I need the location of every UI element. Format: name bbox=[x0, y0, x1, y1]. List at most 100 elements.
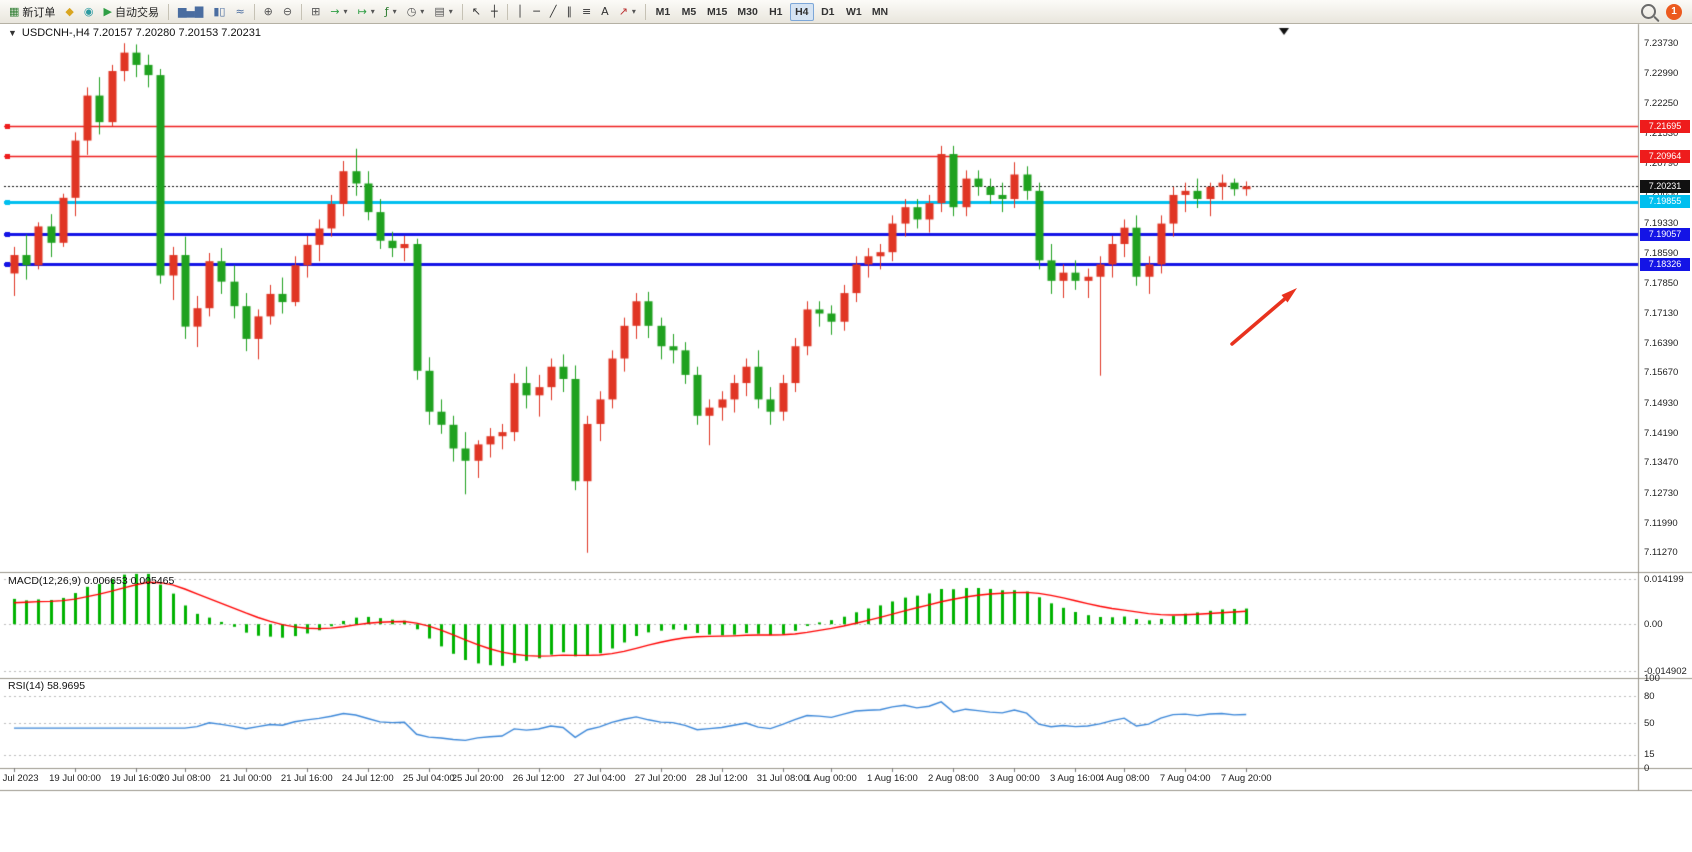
rsi-axis-label: 80 bbox=[1644, 690, 1655, 702]
zoom-out-icon: ⊖ bbox=[282, 5, 293, 18]
vertical-line-button[interactable]: │ bbox=[513, 2, 528, 22]
trendline-button[interactable]: ╱ bbox=[546, 2, 561, 22]
line-chart-button[interactable]: ≈ bbox=[231, 2, 248, 22]
rsi-axis-label: 0 bbox=[1644, 762, 1650, 774]
tile-windows-button[interactable]: ⊞ bbox=[307, 2, 324, 22]
time-axis-label: 24 Jul 12:00 bbox=[341, 773, 394, 784]
rsi-axis-label: 50 bbox=[1644, 717, 1655, 729]
text-icon: A bbox=[601, 5, 609, 18]
channel-icon: ∥ bbox=[566, 5, 572, 18]
autotrading-button[interactable]: ▶ 自动交易 bbox=[99, 2, 162, 22]
autotrading-icon: ▶ bbox=[103, 5, 112, 18]
text-button[interactable]: A bbox=[597, 2, 613, 22]
price-axis-label: 7.14930 bbox=[1644, 397, 1679, 409]
time-axis-label: 21 Jul 00:00 bbox=[219, 773, 272, 784]
zoom-in-button[interactable]: ⊕ bbox=[260, 2, 277, 22]
toolbar-separator bbox=[301, 3, 303, 20]
vertical-line-icon: │ bbox=[516, 5, 524, 18]
zoom-out-button[interactable]: ⊖ bbox=[279, 2, 296, 22]
price-axis-label: 7.12730 bbox=[1644, 487, 1679, 499]
fibonacci-button[interactable]: ≡ bbox=[578, 2, 595, 22]
toolbar-buttons: ▦ 新订单 ◆ ◉ ▶ 自动交易 ▆▄▇ ▮▯ ≈ ⊕ ⊖ ⊞ → ▾ ↦ ▾ ƒ ▾ ◷ ▾ ▤ ▾ ↖ ┼ │ ─ ╱ ∥ ≡ A ↗ ▾ bbox=[4, 2, 650, 22]
timeframe-d1[interactable]: D1 bbox=[816, 3, 840, 21]
chevron-down-icon: ▾ bbox=[448, 7, 453, 16]
bar-chart-icon: ▆▄▇ bbox=[177, 5, 204, 18]
horizontal-line-button[interactable]: ─ bbox=[529, 2, 544, 22]
auto-scroll-button[interactable]: → ▾ bbox=[326, 2, 351, 22]
templates-button[interactable]: ▤ ▾ bbox=[430, 2, 456, 22]
arrows-button[interactable]: ↗ ▾ bbox=[615, 2, 640, 22]
price-level-tag: 7.19855 bbox=[1640, 195, 1690, 209]
price-axis-label: 7.17850 bbox=[1644, 278, 1679, 290]
time-axis-label: 2 Aug 08:00 bbox=[928, 773, 979, 784]
timeframe-m1[interactable]: M1 bbox=[651, 3, 675, 21]
toolbar-separator bbox=[461, 3, 463, 20]
bar-chart-button[interactable]: ▆▄▇ bbox=[174, 2, 207, 22]
time-axis-label: 21 Jul 16:00 bbox=[280, 773, 333, 784]
templates-icon: ▤ bbox=[434, 5, 445, 18]
timeframe-m30[interactable]: M30 bbox=[733, 3, 761, 21]
trend-arrow[interactable] bbox=[1218, 278, 1310, 358]
toolbar-separator bbox=[506, 3, 508, 20]
toolbar-separator bbox=[253, 3, 255, 20]
price-axis-label: 7.21530 bbox=[1644, 127, 1679, 139]
market-icon: ◉ bbox=[83, 5, 94, 18]
arrows-icon: ↗ bbox=[618, 5, 628, 18]
horizontal-line-icon: ─ bbox=[533, 5, 540, 18]
time-axis-label: 28 Jul 12:00 bbox=[695, 773, 748, 784]
price-axis-label: 7.22250 bbox=[1644, 98, 1679, 110]
notification-badge[interactable]: 1 bbox=[1666, 3, 1682, 20]
market-button[interactable]: ◉ bbox=[80, 2, 98, 22]
rsi-label: RSI(14) 58.9695 bbox=[8, 680, 86, 692]
price-level-tag: 7.21695 bbox=[1640, 119, 1690, 133]
candlestick-chart-button[interactable]: ▮▯ bbox=[209, 2, 229, 22]
main-toolbar: ▦ 新订单 ◆ ◉ ▶ 自动交易 ▆▄▇ ▮▯ ≈ ⊕ ⊖ ⊞ → ▾ ↦ ▾ ƒ ▾ ◷ ▾ ▤ ▾ ↖ ┼ │ ─ ╱ ∥ ≡ A ↗ ▾… bbox=[0, 0, 1692, 24]
rsi-axis-label: 100 bbox=[1644, 672, 1660, 684]
timeframe-h4[interactable]: H4 bbox=[789, 2, 814, 21]
periods-button[interactable]: ◷ ▾ bbox=[403, 2, 429, 22]
chart-shift-button[interactable]: ↦ ▾ bbox=[354, 2, 379, 22]
timeframe-h1[interactable]: H1 bbox=[764, 3, 788, 21]
channel-button[interactable]: ∥ bbox=[562, 2, 576, 22]
price-axis-label: 7.14190 bbox=[1644, 427, 1679, 439]
indicators-icon: ƒ bbox=[384, 5, 389, 18]
toolbar-separator bbox=[644, 3, 646, 20]
macd-axis-label: 0.00 bbox=[1644, 618, 1663, 630]
time-axis-label: 27 Jul 20:00 bbox=[634, 773, 687, 784]
cursor-button[interactable]: ↖ bbox=[468, 2, 485, 22]
time-axis-label: 25 Jul 20:00 bbox=[451, 773, 504, 784]
chart-title: USDCNH-,H4 7.20157 7.20280 7.20153 7.202… bbox=[21, 27, 262, 39]
time-axis-label: 27 Jul 04:00 bbox=[573, 773, 626, 784]
price-level-tag: 7.20964 bbox=[1640, 149, 1690, 163]
timeframe-m15[interactable]: M15 bbox=[703, 3, 731, 21]
tile-windows-icon: ⊞ bbox=[311, 5, 321, 18]
price-level-tag: 7.20231 bbox=[1640, 179, 1690, 193]
time-axis-label: 20 Jul 08:00 bbox=[158, 773, 211, 784]
trendline-icon: ╱ bbox=[549, 5, 557, 18]
toolbar-right: 1 bbox=[1641, 3, 1688, 20]
indicators-button[interactable]: ƒ ▾ bbox=[381, 2, 401, 22]
timeframe-w1[interactable]: W1 bbox=[842, 3, 866, 21]
price-axis-label: 7.18590 bbox=[1644, 247, 1679, 259]
price-level-tag: 7.18326 bbox=[1640, 257, 1690, 271]
new-order-button[interactable]: ▦ 新订单 bbox=[5, 2, 59, 22]
time-axis-label: 26 Jul 12:00 bbox=[512, 773, 565, 784]
chevron-down-icon: ▾ bbox=[370, 7, 375, 16]
price-axis-label: 7.16390 bbox=[1644, 337, 1679, 349]
chevron-down-icon: ▾ bbox=[343, 7, 348, 16]
timeframe-m5[interactable]: M5 bbox=[677, 3, 701, 21]
new-order-button-label: 新订单 bbox=[22, 6, 56, 19]
fibonacci-icon: ≡ bbox=[581, 5, 592, 18]
time-axis-label: 1 Aug 00:00 bbox=[806, 773, 857, 784]
search-icon[interactable] bbox=[1641, 4, 1656, 19]
price-axis-label: 7.17130 bbox=[1644, 307, 1679, 319]
macd-axis-label: 0.014199 bbox=[1644, 573, 1684, 585]
price-axis-label: 7.20050 bbox=[1644, 188, 1679, 200]
price-axis-label: 7.23730 bbox=[1644, 37, 1679, 49]
price-axis-label: 7.19330 bbox=[1644, 217, 1679, 229]
metaeditor-button[interactable]: ◆ bbox=[61, 2, 77, 22]
timeframe-mn[interactable]: MN bbox=[868, 3, 892, 21]
crosshair-button[interactable]: ┼ bbox=[487, 2, 502, 22]
one-click-trading-toggle[interactable]: ▼ bbox=[8, 27, 17, 38]
